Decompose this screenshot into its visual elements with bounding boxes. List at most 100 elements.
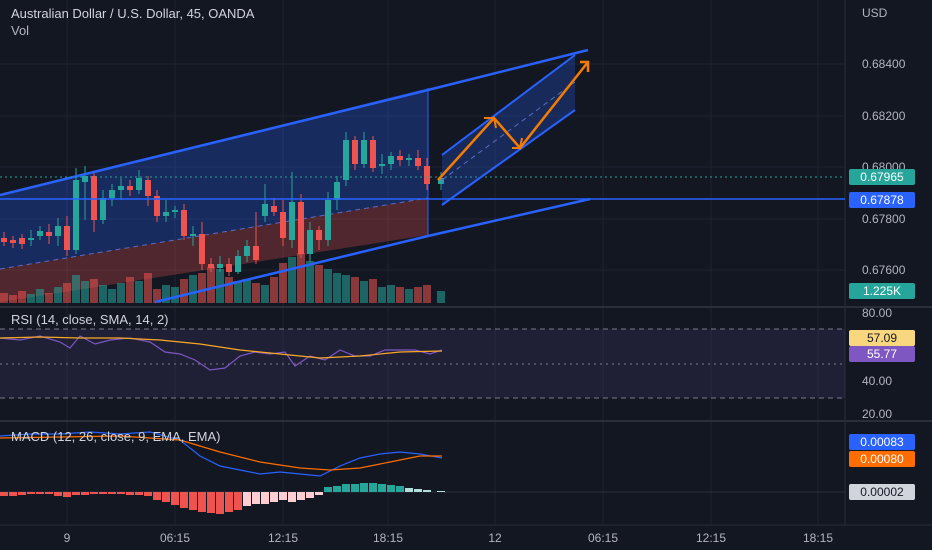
histogram-bar (234, 492, 242, 510)
volume-bar (36, 289, 44, 303)
macd-histogram (0, 483, 445, 514)
candle (100, 190, 106, 224)
candle (307, 222, 313, 262)
volume-bar (315, 265, 323, 303)
volume-bar (225, 277, 233, 303)
candle (91, 172, 97, 232)
signal-line (0, 435, 442, 471)
histogram-bar (180, 492, 188, 508)
histogram-bar (54, 492, 62, 496)
volume-bar (126, 277, 134, 303)
histogram-bar (126, 492, 134, 495)
volume-bar (306, 261, 314, 303)
price-tick: 0.67600 (862, 263, 906, 277)
symbol-legend[interactable]: Australian Dollar / U.S. Dollar, 45, OAN… (11, 6, 255, 21)
volume-bar (369, 279, 377, 303)
histogram-bar (117, 492, 125, 494)
histogram-bar (360, 483, 368, 492)
volume-bar (387, 285, 395, 303)
macd-legend[interactable]: MACD (12, 26, close, 9, EMA, EMA) (11, 429, 221, 444)
volume-badge: 1.225K (849, 283, 915, 299)
histogram-bar (369, 483, 377, 492)
candle (388, 152, 394, 170)
histogram-bar (243, 492, 251, 506)
histogram-bar (198, 492, 206, 512)
signal-badge: 0.00080 (849, 451, 915, 467)
time-axis[interactable]: 9 06:15 12:15 18:15 12 06:15 12:15 18:15 (64, 531, 834, 545)
candle (136, 170, 142, 194)
rsi-tick: 80.00 (862, 306, 892, 320)
candle (217, 256, 223, 272)
histogram-bar (405, 488, 413, 492)
histogram-bar (63, 492, 71, 497)
line-price-badge: 0.67878 (849, 192, 915, 208)
volume-bar (288, 257, 296, 303)
histogram-badge: 0.00002 (849, 484, 915, 500)
volume-bar (252, 283, 260, 303)
histogram-bar (225, 492, 233, 512)
candle (19, 234, 25, 249)
histogram-bar (171, 492, 179, 505)
histogram-bar (423, 490, 431, 492)
volume-bar (27, 294, 35, 303)
candle (109, 184, 115, 206)
volume-bar (405, 289, 413, 303)
volume-bar (333, 273, 341, 303)
candle (226, 258, 232, 276)
candle (10, 236, 16, 248)
candle (37, 226, 43, 240)
volume-bar (0, 293, 8, 303)
candle (325, 192, 331, 246)
volume-bar (54, 287, 62, 303)
candle (334, 176, 340, 210)
candle (343, 132, 349, 186)
histogram-bar (36, 492, 44, 494)
candle (361, 132, 367, 168)
histogram-bar (81, 492, 89, 495)
volume-bar (342, 275, 350, 303)
projection-arrow[interactable] (437, 61, 589, 181)
time-label: 18:15 (803, 531, 833, 545)
rsi-legend[interactable]: RSI (14, close, SMA, 14, 2) (11, 312, 169, 327)
histogram-bar (45, 492, 53, 494)
histogram-bar (270, 492, 278, 502)
volume-bar (423, 285, 431, 303)
volume-bar (72, 275, 80, 303)
projected-channel[interactable] (441, 54, 576, 206)
price-axis[interactable]: USD 0.68400 0.68200 0.68000 0.67800 0.67… (862, 6, 906, 421)
candle (235, 250, 241, 274)
histogram-bar (387, 485, 395, 492)
candle (379, 154, 385, 174)
histogram-bar (135, 492, 143, 495)
volume-bar (18, 291, 26, 303)
volume-bar (207, 267, 215, 303)
candle (127, 180, 133, 196)
volume-bar (234, 281, 242, 303)
volume-bar (153, 289, 161, 303)
volume-bar (261, 285, 269, 303)
histogram-bar (279, 492, 287, 500)
histogram-bar (306, 492, 314, 498)
histogram-bar (144, 492, 152, 496)
candle (172, 206, 178, 218)
histogram-bar (261, 492, 269, 504)
macd-line (0, 431, 443, 477)
arrow-head-1 (484, 117, 497, 129)
volume-legend[interactable]: Vol (11, 23, 30, 38)
candle (163, 200, 169, 222)
volume-bar (360, 281, 368, 303)
arrow-head-3 (580, 60, 590, 72)
histogram-bar (216, 492, 224, 514)
volume-bar (144, 273, 152, 303)
histogram-bar (396, 486, 404, 492)
candle (154, 190, 160, 222)
volume-bar (81, 281, 89, 303)
volume-bar (63, 283, 71, 303)
candle (289, 172, 295, 248)
channel-midline (0, 197, 429, 270)
candle (415, 150, 421, 170)
candle (64, 216, 70, 256)
volume-bar (198, 273, 206, 303)
candle (181, 204, 187, 240)
